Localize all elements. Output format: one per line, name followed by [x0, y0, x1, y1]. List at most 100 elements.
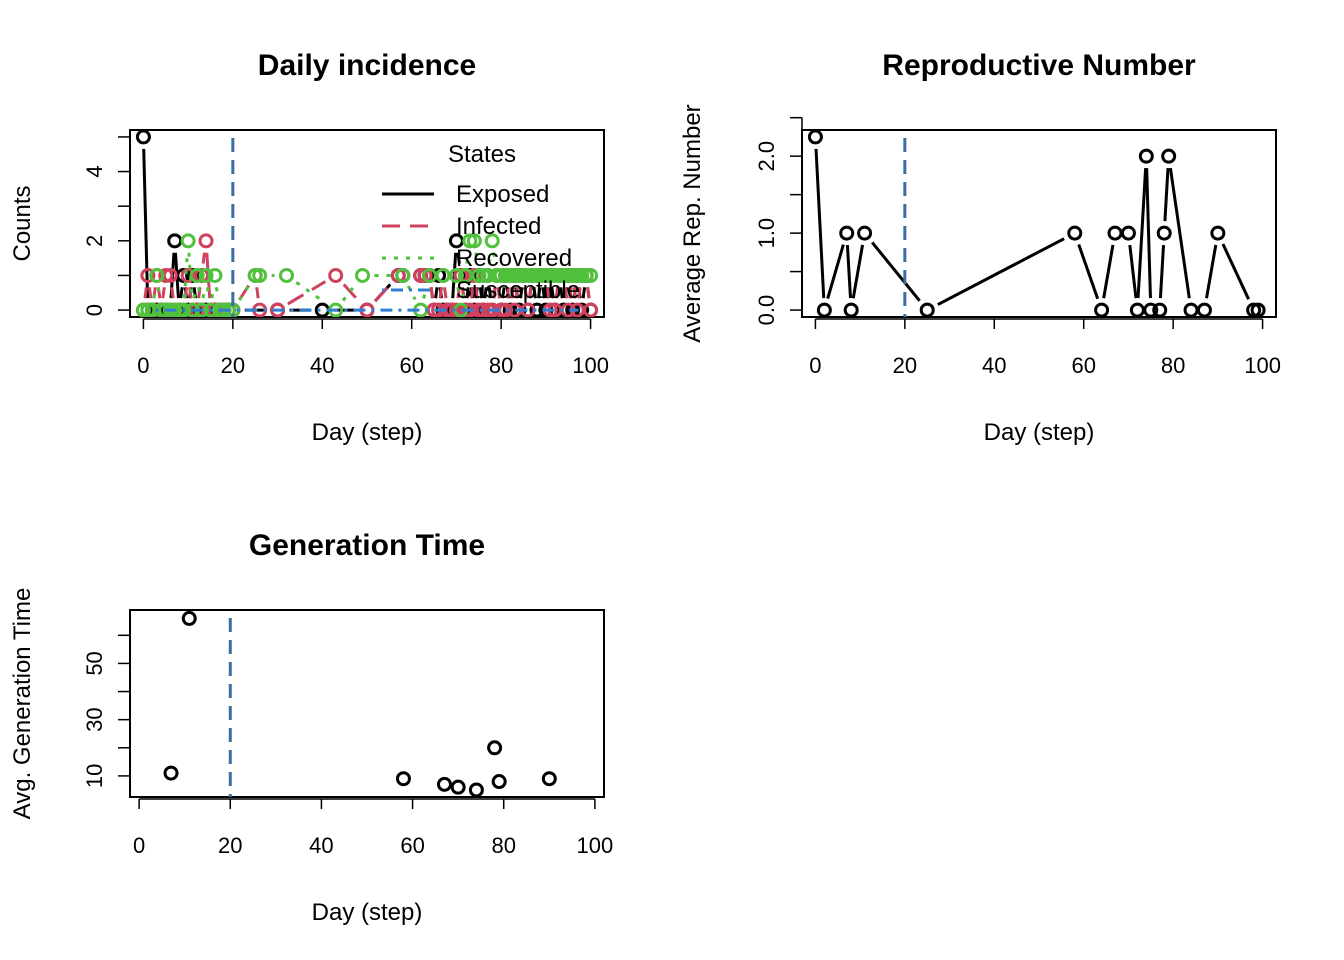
y-axis-label: Counts	[9, 185, 36, 261]
data-point	[448, 267, 464, 283]
legend: States Exposed Infected Recovered Susceptibl…	[382, 141, 580, 304]
plot-frame	[801, 129, 1277, 318]
series-line-segment	[474, 252, 479, 264]
series-line-segment	[1168, 167, 1191, 299]
series-line-segment	[519, 287, 524, 299]
data-point	[167, 233, 183, 249]
x-tick-label: 0	[809, 353, 821, 378]
data-point	[149, 267, 165, 283]
series-line-segment	[187, 252, 194, 299]
series-line-segment	[496, 287, 502, 299]
series-line-segment	[550, 287, 555, 299]
x-tick-label: 100	[577, 833, 614, 858]
data-point	[140, 267, 156, 283]
plot-area	[135, 130, 599, 317]
series-line-segment	[851, 244, 865, 299]
series-line-segment	[341, 284, 357, 302]
data-point	[1067, 225, 1083, 241]
series-line-segment	[510, 287, 515, 299]
data-point	[252, 267, 268, 283]
series-line-segment	[429, 287, 435, 299]
legend-label: Exposed	[456, 181, 549, 208]
data-point	[1183, 302, 1199, 317]
data-point	[843, 302, 859, 317]
series-line-segment	[474, 287, 479, 299]
x-tick-label: 40	[309, 833, 333, 858]
series-line-segment	[1102, 244, 1115, 299]
series-line-segment	[1163, 168, 1170, 222]
data-point	[816, 302, 832, 317]
series-line-segment	[179, 287, 184, 299]
series-recovered	[135, 233, 599, 317]
series-line-segment	[287, 280, 327, 306]
plot-frame	[129, 609, 605, 798]
series-line-segment	[577, 287, 582, 299]
data-point	[176, 302, 192, 317]
x-tick-label: 40	[982, 353, 1006, 378]
data-point	[1152, 302, 1168, 317]
y-tick-label: 0.0	[754, 295, 779, 326]
x-tick-label: 80	[489, 353, 513, 378]
series-line-segment	[586, 287, 591, 299]
series-line-segment	[483, 287, 488, 299]
data-point	[1161, 148, 1177, 164]
series-line-segment	[465, 287, 470, 299]
x-tick-label: 0	[133, 833, 145, 858]
series-line-segment	[1158, 245, 1166, 299]
data-point	[1210, 225, 1226, 241]
data-point	[207, 267, 223, 283]
series-line-segment	[1128, 244, 1138, 299]
series-line-segment	[170, 287, 175, 299]
series-line-segment	[559, 287, 564, 299]
series-line-segment	[406, 285, 417, 301]
x-tick-label: 0	[137, 353, 149, 378]
y-tick-label: 30	[82, 707, 107, 731]
x-tick-label: 80	[1161, 353, 1185, 378]
series-line-segment	[201, 252, 206, 264]
x-axis-label: Day (step)	[312, 419, 423, 446]
data-point	[857, 225, 873, 241]
x-axis-label: Day (step)	[984, 419, 1095, 446]
series-line-segment	[456, 287, 461, 299]
x-tick-label: 100	[572, 353, 609, 378]
data-point	[1196, 302, 1212, 317]
series-line-segment	[156, 287, 162, 299]
series-line-segment	[514, 287, 519, 299]
series-line-segment	[1205, 244, 1218, 299]
series-line-segment	[434, 287, 439, 299]
x-tick-label: 20	[221, 353, 245, 378]
series-line-segment	[871, 241, 921, 302]
data-point	[491, 774, 507, 790]
series-line-segment	[142, 148, 150, 299]
series-line-segment	[1145, 168, 1152, 299]
y-axis-label: Average Rep. Number	[679, 104, 706, 342]
data-point	[807, 130, 823, 145]
series-line-segment	[238, 284, 250, 301]
x-tick-label: 20	[893, 353, 917, 378]
data-point	[189, 267, 205, 283]
data-point	[839, 225, 855, 241]
series-line-segment	[845, 245, 852, 299]
plot-area	[807, 130, 1266, 317]
legend-title: States	[448, 141, 516, 168]
series-line-segment	[255, 287, 260, 299]
data-point	[1250, 302, 1266, 317]
data-point	[1107, 225, 1123, 241]
x-tick-label: 20	[218, 833, 242, 858]
x-tick-label: 100	[1244, 353, 1281, 378]
series-line-segment	[197, 287, 202, 299]
series-line-segment	[206, 287, 211, 299]
series-line-segment	[161, 287, 166, 299]
plot-area	[163, 610, 557, 797]
series-line-segment	[492, 252, 497, 264]
series-line-segment	[215, 287, 220, 299]
series-line-segment	[937, 237, 1065, 306]
series-line-segment	[581, 287, 587, 299]
series-1	[163, 610, 557, 797]
series-line-segment	[505, 287, 511, 299]
data-point	[395, 771, 411, 787]
series-line-segment	[1136, 168, 1148, 299]
data-point	[487, 740, 503, 756]
legend-label: Susceptible	[456, 277, 580, 304]
